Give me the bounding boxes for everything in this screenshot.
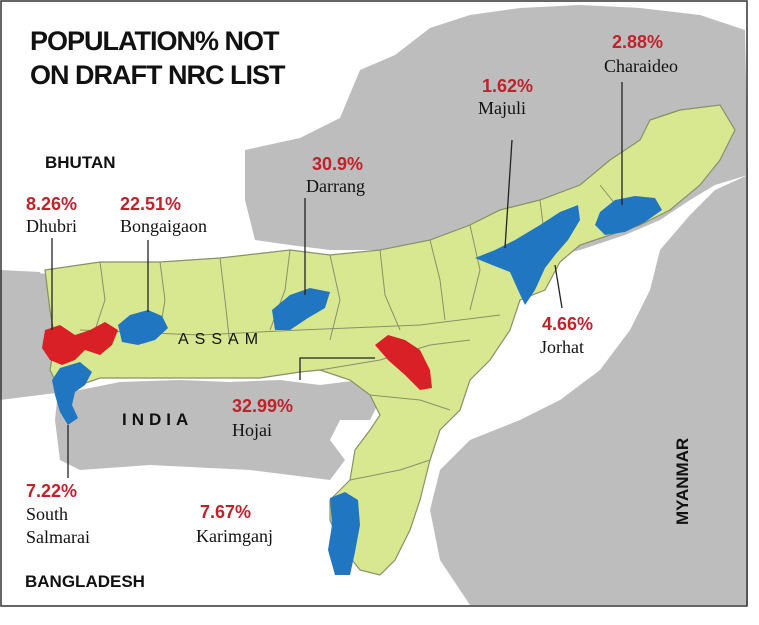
label-bhutan: BHUTAN	[45, 153, 116, 172]
district-value-jorhat: 4.66%	[542, 314, 593, 334]
district-shape-darrang	[272, 288, 330, 330]
district-name-dhubri: Dhubri	[26, 216, 77, 236]
district-name-bongaigaon: Bongaigaon	[120, 216, 207, 236]
district-name-majuli: Majuli	[478, 98, 526, 118]
district-value-bongaigaon: 22.51%	[120, 194, 181, 214]
map-title-line2: ON DRAFT NRC LIST	[30, 60, 286, 90]
district-value-majuli: 1.62%	[482, 76, 533, 96]
district-shape-south-salmarai	[52, 362, 92, 425]
label-assam: ASSAM	[178, 331, 264, 348]
district-shape-charaideo	[595, 196, 662, 235]
district-shape-hojai	[375, 335, 432, 390]
neighbor-east	[430, 175, 748, 605]
leader-lines	[51, 82, 623, 478]
district-name-charaideo: Charaideo	[604, 56, 678, 76]
neighbor-west	[0, 270, 48, 335]
label-india: INDIA	[122, 410, 193, 429]
district-name-darrang: Darrang	[306, 176, 365, 196]
district-shape-karimganj	[328, 492, 360, 575]
district-value-charaideo: 2.88%	[612, 32, 663, 52]
district-name-hojai: Hojai	[232, 420, 272, 440]
map-title-line1: POPULATION% NOT	[30, 26, 280, 56]
district-name-karimganj: Karimganj	[196, 526, 273, 546]
district-value-hojai: 32.99%	[232, 396, 293, 416]
district-labels: 8.26% Dhubri 22.51% Bongaigaon 30.9% Dar…	[26, 32, 678, 547]
district-shape-bongaigaon	[118, 310, 168, 345]
district-name-south-salmarai-line2: Salmarai	[26, 527, 90, 547]
neighbor-land	[0, 5, 748, 605]
highlighted-districts	[42, 196, 662, 575]
district-value-darrang: 30.9%	[312, 154, 363, 174]
district-shape-dhubri	[42, 322, 118, 365]
neighbor-india-south	[0, 270, 380, 480]
district-name-jorhat: Jorhat	[540, 337, 584, 357]
label-bangladesh: BANGLADESH	[25, 572, 145, 591]
district-name-south-salmarai-line1: South	[26, 504, 68, 524]
map-frame	[0, 0, 748, 607]
district-value-karimganj: 7.67%	[200, 502, 251, 522]
district-shape-majuli	[475, 205, 580, 305]
label-myanmar: MYANMAR	[673, 438, 692, 525]
district-value-south-salmarai: 7.22%	[26, 481, 77, 501]
district-value-dhubri: 8.26%	[26, 194, 77, 214]
